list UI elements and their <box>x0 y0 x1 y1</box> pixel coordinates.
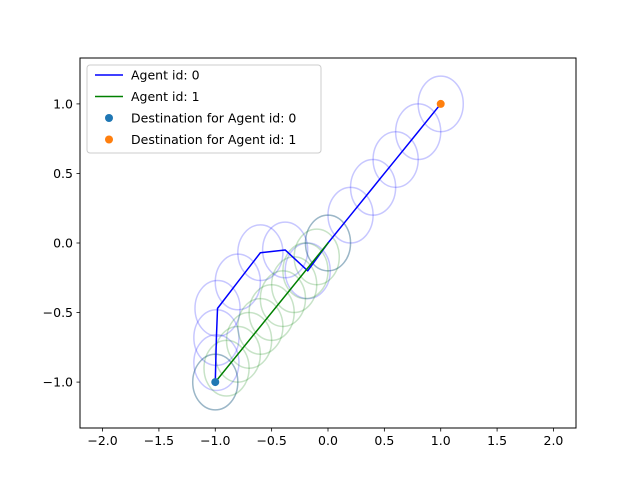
x-tick-label-2: −1.0 <box>200 433 230 448</box>
agent-0-radius-circle-10 <box>349 158 397 216</box>
legend-marker-swatch-2 <box>105 114 113 122</box>
agent-1-radius-circle-1 <box>203 339 250 397</box>
agent-1-radius-circle-10 <box>304 214 352 272</box>
agent-1-radius-circle-7 <box>270 256 318 314</box>
x-tick-label-7: 1.5 <box>487 433 507 448</box>
x-tick-label-4: 0.0 <box>318 433 338 448</box>
legend-label-2: Destination for Agent id: 0 <box>131 111 296 126</box>
agent-0-radius-circle-7 <box>284 242 332 300</box>
agent-0-radius-circle-12 <box>394 103 442 161</box>
legend-label-3: Destination for Agent id: 1 <box>131 132 296 147</box>
y-tick-label-3: 0.5 <box>53 166 73 181</box>
agent-0-radius-circle-9 <box>327 186 374 244</box>
series-0-line <box>214 102 442 383</box>
agent-0-radius-circle-8 <box>304 214 352 272</box>
agent-0-radius-circle-4 <box>214 253 262 311</box>
x-tick-label-1: −1.5 <box>144 433 174 448</box>
destination-markers <box>211 99 445 387</box>
agent-1-radius-circle-8 <box>282 242 329 300</box>
x-tick-label-5: 0.5 <box>374 433 394 448</box>
legend-marker-swatch-3 <box>105 135 113 144</box>
y-tick-label-4: 1.0 <box>53 96 73 111</box>
agent-1-radius-circle-5 <box>248 283 295 342</box>
series-2-point-0 <box>211 378 220 387</box>
agent-1-radius-circle-9 <box>293 228 341 286</box>
agent-0-radius-circle-5 <box>237 224 284 282</box>
legend-box <box>86 64 322 154</box>
series-1-line <box>214 241 330 384</box>
agent-1-radius-circle-4 <box>237 297 284 356</box>
x-tick-label-8: 2.0 <box>544 433 564 448</box>
agent-1-radius-circle-6 <box>259 270 307 328</box>
agent-1-radius-circle-3 <box>225 311 273 369</box>
agent-0-radius-circle-13 <box>417 75 465 133</box>
y-tick-label-1: −0.5 <box>43 305 73 320</box>
y-axis: −1.0 −0.5 0.0 0.5 1.0 <box>43 96 80 390</box>
legend-label-1: Agent id: 1 <box>131 89 200 104</box>
x-tick-label-3: −0.5 <box>256 433 286 448</box>
agent-0-radius-circle-6 <box>261 221 309 279</box>
agent-0-radius-circle-11 <box>372 130 419 189</box>
legend: Agent id: 0 Agent id: 1 Destination for Ag… <box>86 64 322 154</box>
y-tick-label-2: 0.0 <box>53 236 73 251</box>
legend-label-0: Agent id: 0 <box>131 68 200 83</box>
x-tick-label-6: 1.0 <box>431 433 451 448</box>
x-axis: −2.0 −1.5 −1.0 −0.5 0.0 0.5 1.0 1.5 2.0 <box>87 428 563 448</box>
trajectory-lines <box>214 102 442 384</box>
x-tick-label-0: −2.0 <box>87 433 117 448</box>
agent-0-radius-circle-3 <box>194 279 241 337</box>
series-3-point-0 <box>436 99 445 108</box>
y-tick-label-0: −1.0 <box>43 375 73 390</box>
